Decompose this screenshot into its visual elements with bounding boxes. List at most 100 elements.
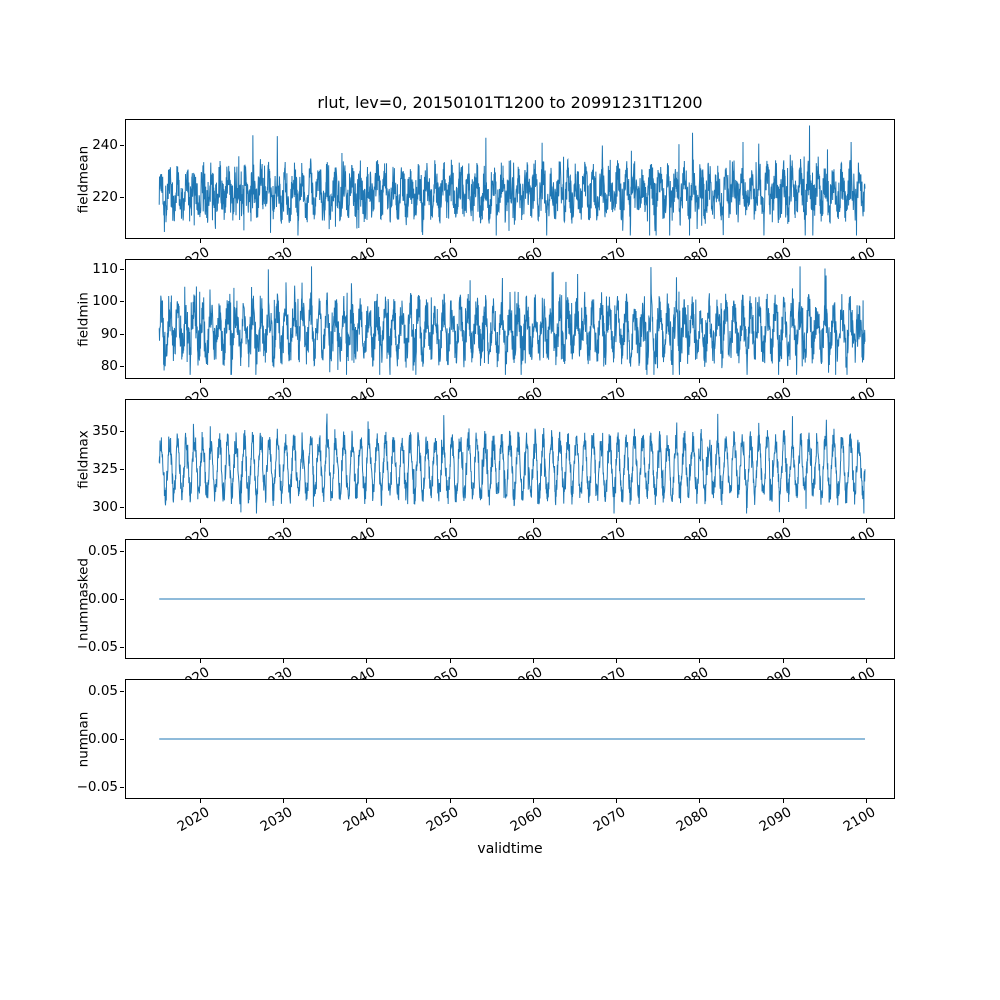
- y-tick-mark: [120, 301, 124, 303]
- x-tick-mark: [699, 379, 701, 383]
- y-tick-label: 80: [100, 358, 118, 374]
- x-tick-mark: [699, 799, 701, 803]
- axes-fieldmax: [125, 399, 895, 519]
- y-tick-mark: [120, 647, 124, 648]
- series-line-fieldmean: [158, 125, 866, 236]
- y-tick-mark: [120, 430, 124, 432]
- plot-area-fieldmax: [158, 413, 866, 514]
- y-tick-mark: [120, 551, 124, 552]
- x-tick-mark: [449, 519, 451, 523]
- y-tick-label: 0.00: [87, 731, 118, 747]
- y-tick-mark: [120, 333, 124, 335]
- x-tick-mark: [532, 239, 534, 243]
- x-tick-mark: [782, 799, 784, 803]
- x-tick-mark: [865, 239, 867, 243]
- y-tick-label: 110: [92, 260, 118, 277]
- series-line-fieldmax: [158, 413, 866, 514]
- y-tick-label: 220: [92, 189, 118, 206]
- x-tick-label: 2030: [257, 804, 296, 836]
- y-tick-label: 0.05: [87, 543, 118, 559]
- y-tick-label: 100: [92, 293, 118, 310]
- y-tick-label: 325: [92, 460, 118, 477]
- x-tick-mark: [865, 519, 867, 523]
- plot-area-nummasked: [159, 598, 865, 600]
- x-tick-mark: [449, 379, 451, 383]
- y-tick-label: 240: [92, 137, 118, 154]
- y-tick-label: −0.05: [76, 639, 118, 655]
- x-tick-mark: [283, 799, 285, 803]
- axes-fieldmin: [125, 259, 895, 379]
- plot-area-fieldmean: [158, 125, 866, 236]
- y-axis-label-fieldmean: fieldmean: [75, 145, 92, 213]
- x-tick-mark: [366, 239, 368, 243]
- x-tick-mark: [532, 799, 534, 803]
- x-tick-label: 2060: [507, 804, 545, 836]
- x-tick-mark: [699, 239, 701, 243]
- x-tick-label: 2050: [423, 804, 462, 836]
- x-tick-mark: [449, 799, 451, 803]
- y-tick-mark: [120, 739, 124, 740]
- x-tick-label: 2040: [340, 804, 379, 836]
- x-axis-label: validtime: [477, 841, 543, 857]
- x-tick-mark: [449, 239, 451, 243]
- x-tick-mark: [865, 379, 867, 383]
- x-tick-mark: [199, 519, 201, 523]
- y-axis-label-fieldmax: fieldmax: [75, 429, 92, 489]
- x-tick-mark: [449, 659, 451, 663]
- x-tick-mark: [699, 659, 701, 663]
- x-tick-mark: [865, 799, 867, 803]
- x-tick-label: 2100: [840, 804, 878, 836]
- plot-area-fieldmin: [158, 266, 866, 375]
- x-tick-mark: [366, 659, 368, 663]
- x-tick-mark: [199, 659, 201, 663]
- axes-nummasked: [125, 539, 895, 659]
- plot-area-numnan: [159, 738, 865, 740]
- x-tick-label: 2070: [590, 804, 629, 836]
- y-tick-label: 300: [92, 498, 118, 515]
- x-tick-mark: [532, 379, 534, 383]
- y-tick-mark: [120, 366, 124, 367]
- x-tick-mark: [532, 659, 534, 663]
- y-axis-label-fieldmin: fieldmin: [75, 291, 92, 347]
- x-tick-label: 2020: [174, 804, 212, 836]
- y-tick-mark: [120, 145, 124, 147]
- x-tick-label: 2090: [756, 804, 795, 836]
- x-tick-mark: [782, 379, 784, 383]
- x-tick-mark: [616, 799, 618, 803]
- axes-fieldmean: [125, 119, 895, 239]
- x-tick-mark: [616, 379, 618, 383]
- y-axis-label-nummasked: nummasked: [75, 557, 92, 641]
- x-tick-mark: [865, 659, 867, 663]
- x-tick-mark: [532, 519, 534, 523]
- y-tick-mark: [120, 691, 124, 692]
- x-tick-mark: [199, 799, 201, 803]
- x-tick-mark: [366, 519, 368, 523]
- y-tick-mark: [120, 268, 124, 270]
- x-tick-mark: [283, 239, 285, 243]
- x-tick-mark: [283, 379, 285, 383]
- axes-numnan: [125, 679, 895, 799]
- x-tick-mark: [699, 519, 701, 523]
- x-tick-label: 2080: [673, 804, 712, 836]
- y-tick-mark: [120, 787, 124, 788]
- y-tick-mark: [120, 599, 124, 600]
- x-tick-mark: [366, 799, 368, 803]
- x-tick-mark: [782, 519, 784, 523]
- y-tick-label: −0.05: [76, 779, 118, 795]
- x-tick-mark: [616, 659, 618, 663]
- x-tick-mark: [283, 659, 285, 663]
- y-tick-mark: [120, 506, 124, 508]
- y-tick-label: 0.00: [87, 591, 118, 607]
- y-tick-mark: [120, 468, 124, 470]
- x-tick-mark: [782, 659, 784, 663]
- x-tick-mark: [199, 379, 201, 383]
- y-tick-label: 350: [92, 422, 118, 439]
- y-tick-label: 90: [100, 325, 118, 342]
- y-tick-label: 0.05: [87, 683, 118, 699]
- figure-title: rlut, lev=0, 20150101T1200 to 20991231T1…: [317, 93, 703, 112]
- x-tick-mark: [782, 239, 784, 243]
- x-tick-mark: [366, 379, 368, 383]
- x-tick-mark: [199, 239, 201, 243]
- x-tick-mark: [616, 519, 618, 523]
